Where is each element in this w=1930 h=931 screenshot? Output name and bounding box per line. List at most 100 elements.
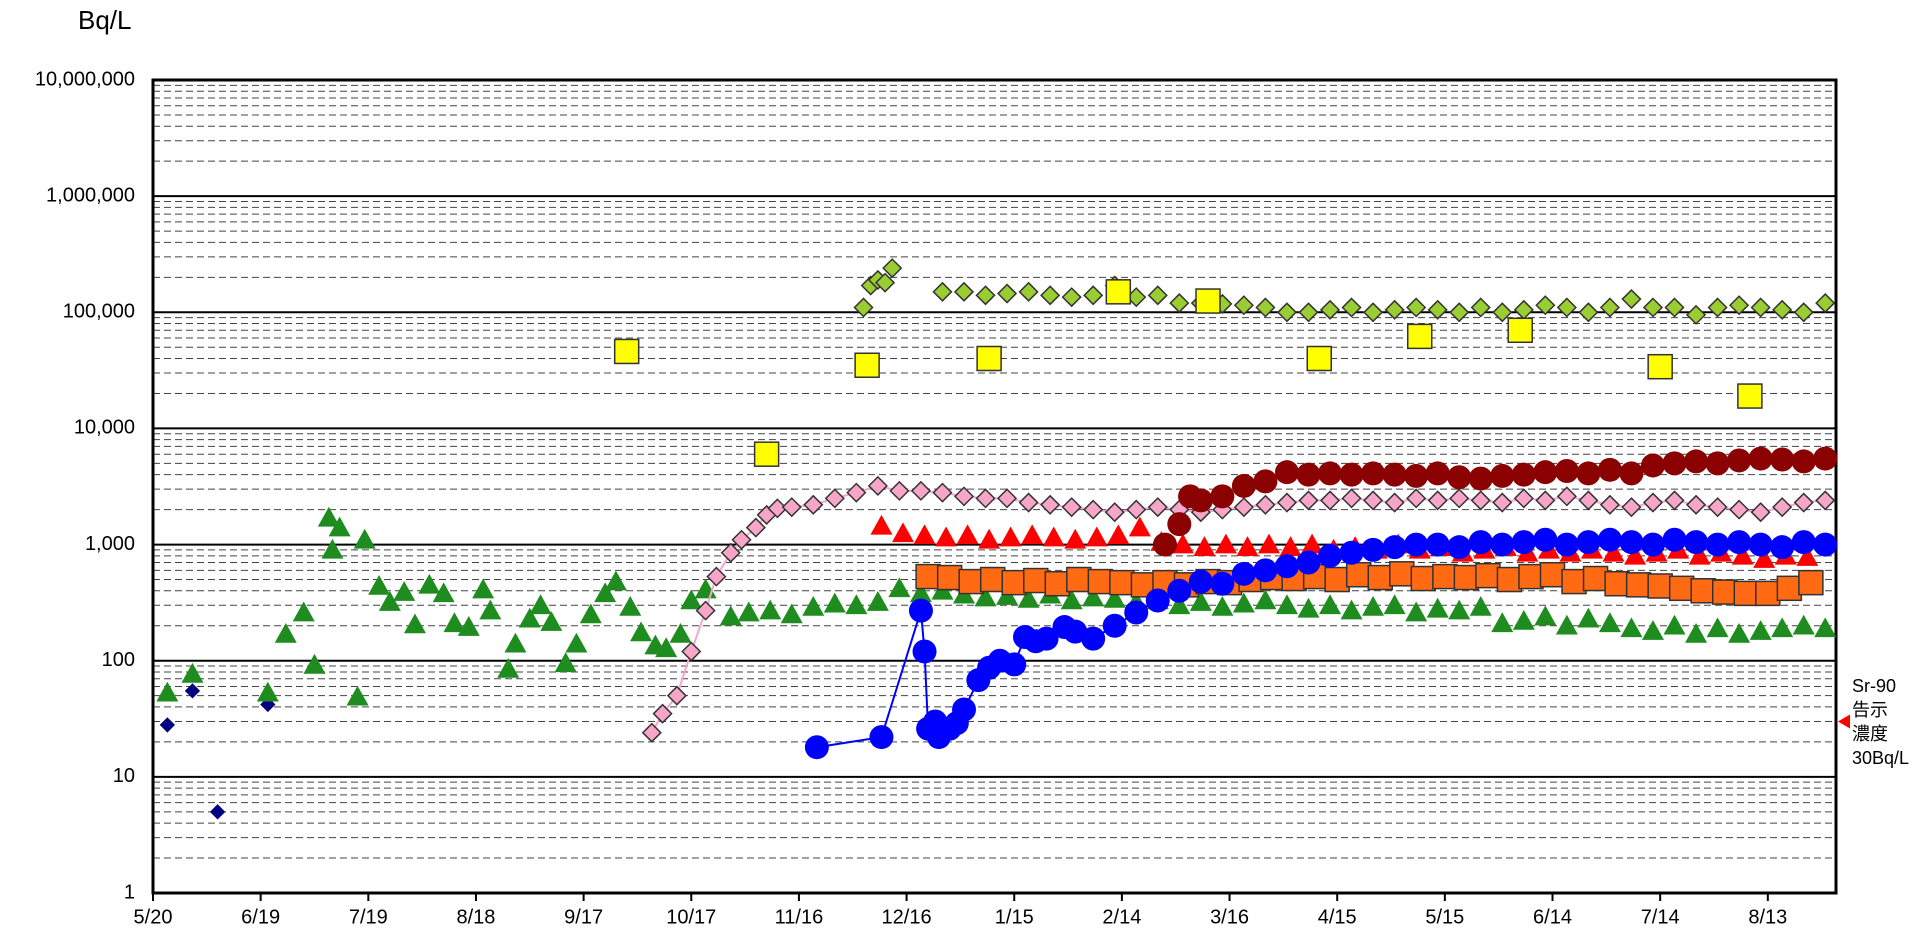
- x-tick-label: 8/18: [456, 906, 495, 928]
- point: [1018, 281, 1039, 302]
- point: [181, 662, 204, 683]
- point: [1684, 449, 1709, 474]
- point: [1126, 499, 1147, 520]
- point: [888, 577, 911, 598]
- point: [1815, 490, 1836, 511]
- point: [1298, 302, 1319, 323]
- point: [256, 681, 279, 702]
- point: [951, 697, 976, 722]
- point: [1753, 548, 1776, 568]
- point: [1513, 299, 1534, 320]
- y-tick-label: 1,000: [85, 533, 135, 555]
- point: [1707, 297, 1728, 318]
- point: [1447, 535, 1472, 560]
- point: [1232, 592, 1255, 613]
- point: [1105, 279, 1132, 305]
- point: [1554, 458, 1579, 483]
- point: [1042, 526, 1065, 547]
- point: [1685, 494, 1707, 515]
- point: [1085, 526, 1108, 547]
- annotation-arrow: [1838, 714, 1850, 729]
- point: [1404, 463, 1429, 488]
- point: [1061, 497, 1082, 518]
- point: [953, 486, 975, 507]
- point: [695, 600, 716, 621]
- point: [823, 592, 846, 613]
- point: [328, 516, 351, 537]
- point: [1518, 563, 1544, 590]
- point: [979, 566, 1006, 593]
- point: [976, 345, 1002, 372]
- point: [978, 528, 1001, 549]
- point: [1040, 494, 1061, 515]
- point: [1647, 573, 1673, 599]
- point: [908, 598, 933, 623]
- point: [159, 717, 176, 733]
- y-tick-label: 100,000: [63, 301, 135, 323]
- y-axis-label: Bq/L: [78, 5, 132, 35]
- point: [1491, 612, 1514, 633]
- point: [1425, 532, 1450, 557]
- y-tick-label: 10: [113, 765, 135, 787]
- point: [1427, 490, 1448, 511]
- point: [1814, 617, 1837, 638]
- point: [378, 591, 401, 611]
- point: [184, 683, 201, 699]
- point: [1253, 469, 1278, 494]
- point: [1496, 566, 1523, 593]
- x-tick-label: 5/20: [134, 906, 173, 928]
- point: [1641, 620, 1664, 640]
- point: [1793, 302, 1814, 323]
- point: [418, 573, 441, 594]
- point: [874, 272, 896, 293]
- point: [630, 621, 653, 642]
- point: [1427, 299, 1448, 320]
- point: [1255, 494, 1276, 515]
- point: [1425, 461, 1450, 486]
- x-tick-label: 3/16: [1210, 906, 1249, 928]
- point: [1233, 497, 1254, 518]
- point: [681, 641, 702, 662]
- x-tick-label: 11/16: [775, 906, 824, 928]
- point: [1796, 546, 1819, 566]
- point: [767, 498, 788, 519]
- point: [497, 657, 520, 678]
- point: [1236, 536, 1259, 556]
- point: [1406, 488, 1427, 509]
- point: [443, 612, 466, 633]
- point: [1018, 492, 1039, 513]
- point: [274, 622, 297, 643]
- point: [479, 599, 502, 620]
- point: [594, 582, 617, 603]
- point: [1599, 494, 1620, 515]
- point: [1404, 532, 1429, 557]
- point: [1597, 527, 1622, 552]
- point: [1340, 599, 1363, 620]
- point: [1792, 614, 1815, 635]
- point: [1318, 461, 1343, 486]
- point: [1061, 287, 1082, 308]
- point: [1791, 449, 1816, 474]
- point: [303, 653, 326, 674]
- point: [1339, 462, 1364, 487]
- point: [504, 632, 527, 653]
- point: [1296, 462, 1321, 487]
- point: [854, 352, 880, 378]
- x-tick-label: 10/17: [666, 906, 716, 928]
- point: [1001, 569, 1027, 596]
- point: [1625, 572, 1652, 598]
- point: [936, 564, 963, 591]
- point: [1345, 561, 1372, 588]
- point: [882, 258, 903, 279]
- point: [1727, 530, 1752, 555]
- point: [1367, 564, 1394, 591]
- point: [680, 589, 703, 610]
- point: [1755, 580, 1781, 607]
- point: [1341, 488, 1362, 509]
- point: [1791, 530, 1816, 555]
- point: [1279, 536, 1302, 556]
- point: [1561, 568, 1587, 595]
- point: [1582, 565, 1609, 592]
- point: [1410, 565, 1437, 592]
- point: [1662, 527, 1687, 552]
